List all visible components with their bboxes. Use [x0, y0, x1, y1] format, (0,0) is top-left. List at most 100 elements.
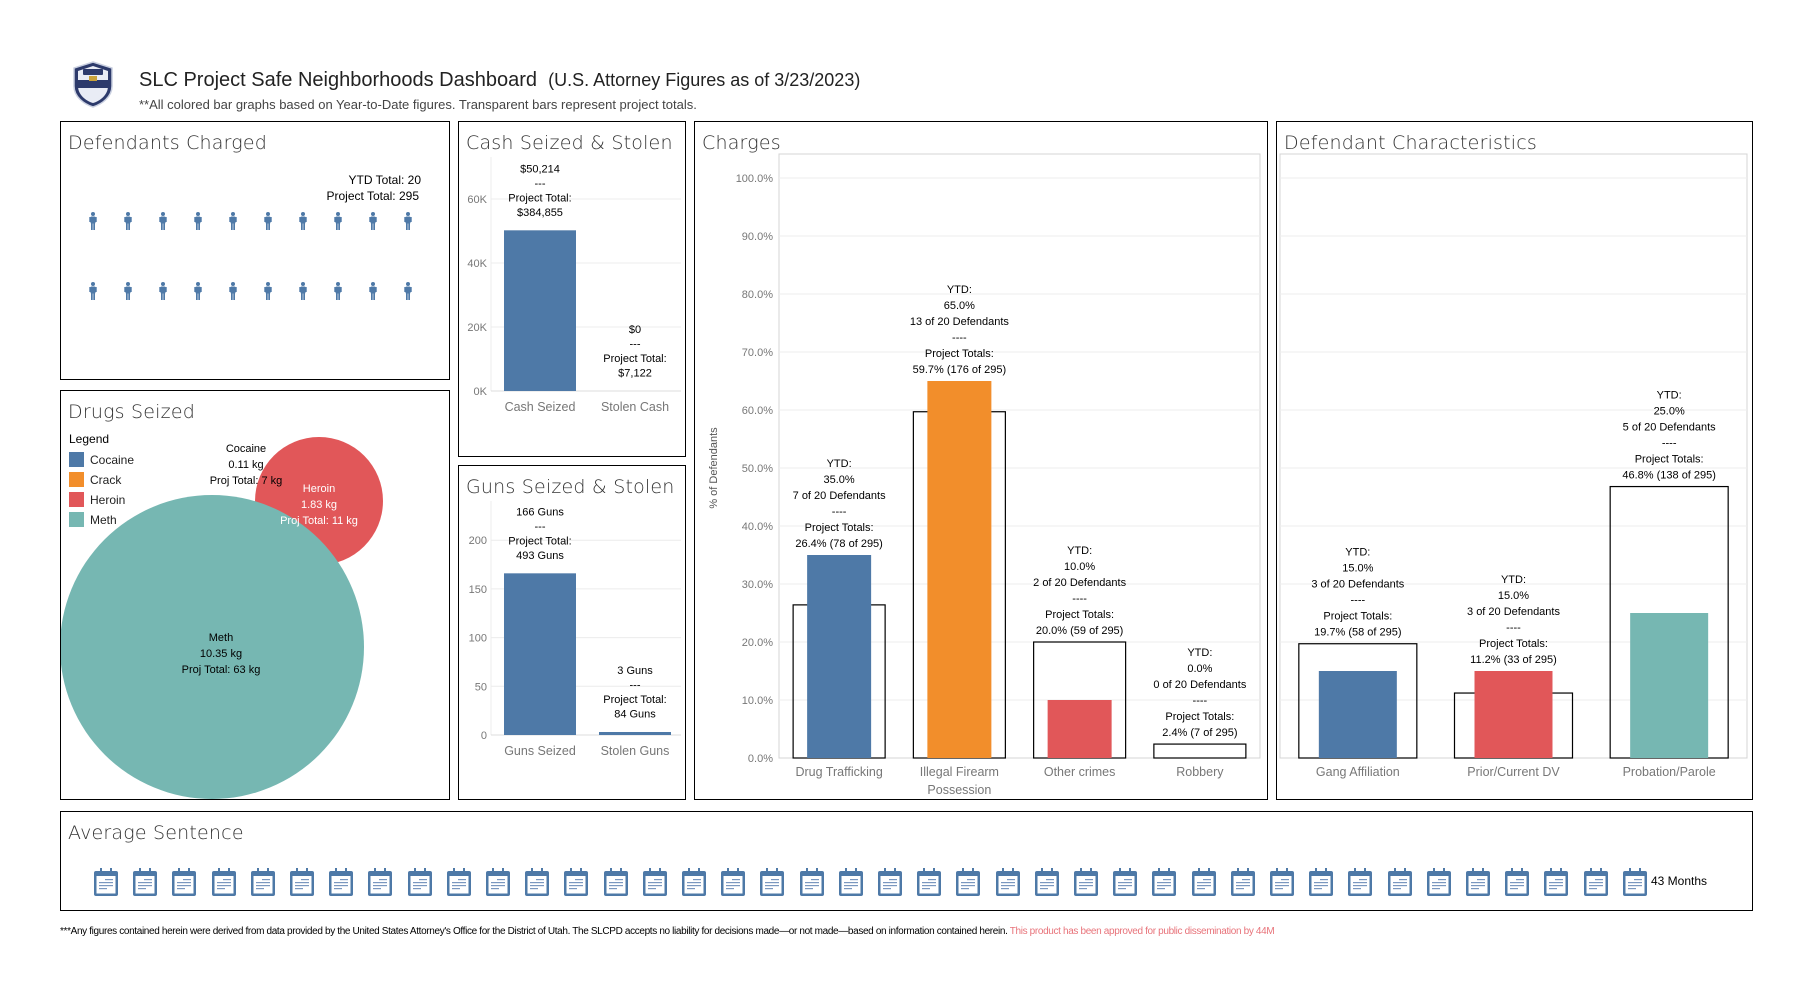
data-label-line: Project Total: [508, 535, 571, 547]
data-label-line: YTD: [1067, 545, 1092, 557]
data-label-line: 11.2% (33 of 295) [1470, 654, 1557, 666]
x-category-label: Cash Seized [505, 400, 576, 414]
ytd-bar[interactable] [807, 555, 872, 758]
data-label-line: ---- [1072, 593, 1087, 605]
x-category-label: Stolen Guns [601, 744, 670, 758]
legend-item[interactable]: Meth [69, 509, 117, 528]
legend-label: Heroin [90, 492, 126, 507]
data-label-line: YTD: [947, 284, 972, 296]
data-label-line: 65.0% [944, 300, 975, 312]
y-tick-label: 50.0% [742, 463, 773, 475]
data-label-line: 20.0% (59 of 295) [1036, 625, 1123, 637]
y-axis-label: % of Defendants [708, 427, 720, 509]
data-label-line: 1.83 kg [301, 499, 337, 511]
data-label-line: 166 Guns [516, 506, 564, 518]
data-label-line: 0.0% [1187, 663, 1212, 675]
calendar-icon [1191, 867, 1217, 901]
bar[interactable] [504, 230, 576, 391]
legend-item[interactable]: Crack [69, 469, 121, 488]
bar[interactable] [504, 573, 576, 735]
project-total: Project Total: 295 [326, 189, 419, 203]
calendar-icon [563, 867, 589, 901]
data-label-line: --- [535, 521, 546, 533]
legend-item[interactable]: Cocaine [69, 449, 134, 468]
panel-title: Defendants Charged [68, 132, 268, 154]
legend-title: Legend [69, 432, 110, 446]
calendar-icon [955, 867, 981, 901]
project-total-bar[interactable] [1153, 743, 1247, 759]
panel-title: Defendant Characteristics [1284, 132, 1538, 154]
person-icon [124, 212, 132, 234]
x-category-label: Robbery [1176, 765, 1224, 779]
person-icon [229, 212, 237, 234]
person-icon [404, 282, 412, 304]
data-label-line: ---- [952, 332, 967, 344]
calendar-icon [681, 867, 707, 901]
ytd-bar[interactable] [1630, 613, 1709, 758]
calendar-icon [759, 867, 785, 901]
calendar-icon [1308, 867, 1334, 901]
calendar-icon [877, 867, 903, 901]
data-label-line: 46.8% (138 of 295) [1622, 470, 1716, 482]
ytd-bar[interactable] [927, 381, 992, 758]
data-label-line: ---- [1351, 595, 1366, 607]
calendar-icon [1034, 867, 1060, 901]
y-tick-label: 20K [467, 322, 487, 334]
calendar-icon [1583, 867, 1609, 901]
data-label-line: 3 of 20 Defendants [1311, 579, 1404, 591]
ytd-bar[interactable] [1318, 671, 1397, 758]
average-sentence-panel: Average Sentence 43 Months [60, 811, 1753, 911]
disclaimer-text: ***Any figures contained herein were der… [60, 926, 1008, 937]
calendar-icon [1230, 867, 1256, 901]
calendar-icon [1543, 867, 1569, 901]
legend-item[interactable]: Heroin [69, 489, 125, 508]
data-label-line: 84 Guns [614, 709, 656, 721]
panel-title: Charges [702, 132, 781, 154]
data-label-line: YTD: [1501, 574, 1526, 586]
ytd-bar[interactable] [1047, 700, 1112, 758]
bar[interactable] [599, 732, 671, 735]
y-tick-label: 90.0% [742, 231, 773, 243]
y-tick-label: 30.0% [742, 579, 773, 591]
data-label-line: 15.0% [1498, 590, 1529, 602]
charges-bar-chart: 0.0% 10.0% 20.0% 30.0% 40.0% 50.0% 60.0% 70.0% 8… [708, 153, 1261, 797]
bubble-label-cocaine: Cocaine 0.11 kg Proj Total: 7 kg [210, 443, 283, 487]
bar-data-label: YTD: 35.0% 7 of 20 Defendants ---- Project T… [793, 458, 886, 550]
calendar-icon [1112, 867, 1138, 901]
calendar-icon [250, 867, 276, 901]
x-category-label: Other crimes [1044, 765, 1116, 779]
ytd-total: YTD Total: 20 [348, 173, 421, 187]
x-category-label: Drug Trafficking [795, 765, 882, 779]
panel-title: Drugs Seized [68, 401, 195, 423]
calendar-icon-row [61, 812, 1752, 910]
bubble-meth[interactable] [61, 495, 364, 799]
data-label-line: 0.11 kg [228, 459, 263, 471]
person-icon [334, 212, 342, 234]
data-label-line: YTD: [1657, 390, 1682, 402]
data-label-line: Project Totals: [1045, 609, 1114, 621]
data-label-line: Project Totals: [925, 348, 994, 360]
data-label-line: Project Totals: [1479, 638, 1548, 650]
bar-data-label: YTD: 65.0% 13 of 20 Defendants ---- Project … [910, 284, 1010, 376]
calendar-icon [524, 867, 550, 901]
bar-data-label: YTD: 15.0% 3 of 20 Defendants ---- Project T… [1467, 574, 1560, 666]
y-tick-label: 20.0% [742, 637, 773, 649]
ytd-bar[interactable] [1474, 671, 1553, 758]
data-label-line: Proj Total: 11 kg [280, 515, 358, 527]
person-icon [334, 282, 342, 304]
calendar-icon [1426, 867, 1452, 901]
dashboard-subtitle: **All colored bar graphs based on Year-t… [139, 97, 697, 112]
x-category-label: Illegal Firearm [920, 765, 999, 779]
calendar-icon [1151, 867, 1177, 901]
calendar-icon [720, 867, 746, 901]
bar-data-label: $50,214 --- Project Total: $384,855 [508, 163, 571, 219]
data-label-line: 0 of 20 Defendants [1153, 679, 1246, 691]
data-label-line: 59.7% (176 of 295) [913, 364, 1007, 376]
calendar-icon [485, 867, 511, 901]
panel-title: Guns Seized & Stolen [466, 476, 675, 498]
person-icon [159, 212, 167, 234]
calendar-icon [93, 867, 119, 901]
person-icon [159, 282, 167, 304]
police-badge-icon [73, 61, 113, 108]
data-label-line: Project Total: [508, 192, 571, 204]
